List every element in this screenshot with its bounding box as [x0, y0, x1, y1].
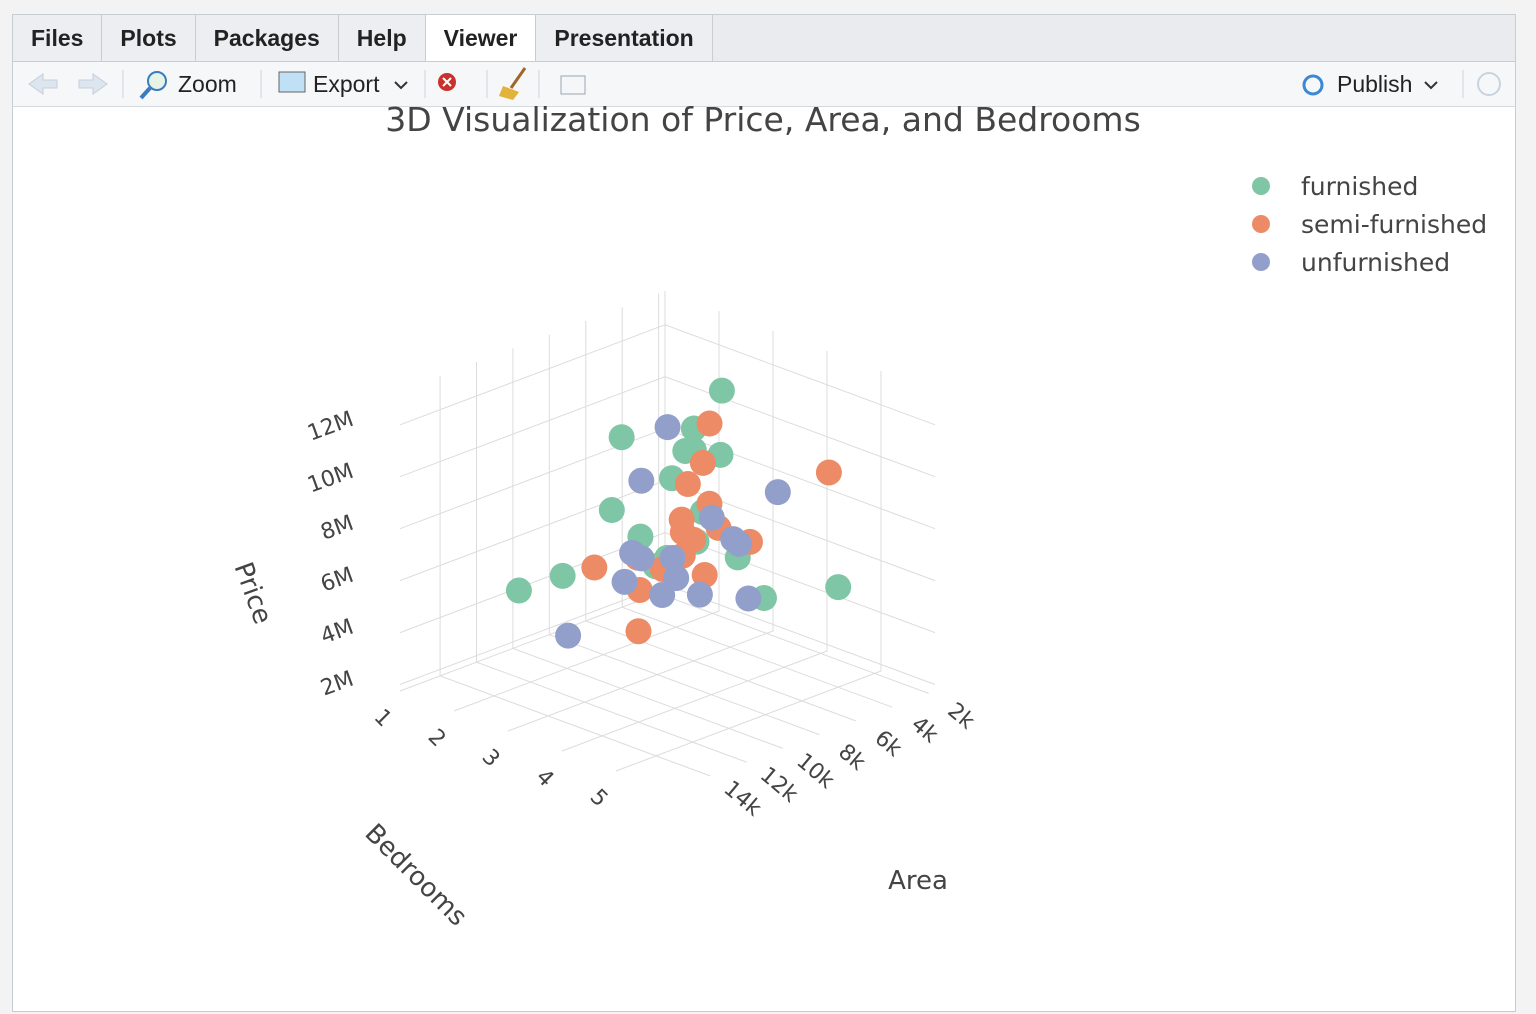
tab[interactable]: Presentation — [536, 15, 713, 61]
grid-line — [507, 331, 774, 732]
grid-line — [585, 320, 856, 722]
z-tick-label: 10M — [304, 459, 357, 499]
point — [686, 581, 713, 608]
point — [698, 504, 725, 531]
toolbar: Zoom Export Publish — [13, 62, 1515, 107]
legend-marker — [1252, 253, 1270, 271]
point — [825, 574, 852, 601]
point — [555, 622, 582, 649]
point — [581, 554, 608, 581]
legend-marker — [1252, 215, 1270, 233]
grid-line — [399, 324, 936, 426]
y-tick-label: 2 — [423, 725, 451, 753]
grid-line — [561, 351, 828, 752]
x-tick-label: 8k — [833, 739, 870, 776]
publish-icon[interactable] — [1302, 74, 1324, 96]
point — [725, 530, 752, 557]
grid-line — [439, 375, 711, 777]
point — [549, 562, 576, 589]
publish-button[interactable]: Publish — [1337, 71, 1413, 97]
point — [663, 565, 690, 592]
zoom-button[interactable]: Zoom — [178, 71, 237, 97]
point — [764, 479, 791, 506]
tab[interactable]: Files — [13, 15, 103, 61]
z-tick-label: 12M — [304, 407, 357, 447]
z-tick-label: 6M — [318, 563, 358, 598]
publish-caret[interactable] — [1424, 81, 1438, 90]
zoom-icon-handle — [139, 86, 152, 100]
y-tick-label: 5 — [585, 785, 613, 813]
zoom-icon[interactable] — [147, 71, 167, 91]
point — [628, 467, 655, 494]
point — [608, 424, 635, 451]
y-tick-label: 4 — [531, 765, 559, 793]
point — [669, 519, 696, 546]
grid-line — [621, 307, 893, 708]
point — [696, 410, 723, 437]
point — [654, 414, 681, 441]
point — [625, 618, 652, 645]
export-button[interactable]: Export — [313, 71, 380, 97]
legend-label: semi-furnished — [1301, 210, 1487, 239]
point — [598, 497, 625, 524]
y-axis-title: Bedrooms — [359, 818, 473, 932]
z-tick-label: 8M — [318, 511, 358, 546]
point — [659, 544, 686, 571]
export-caret[interactable] — [394, 81, 408, 90]
popout-icon[interactable] — [560, 75, 586, 95]
point — [611, 568, 638, 595]
y-tick-label: 1 — [369, 705, 397, 733]
tab[interactable]: Help — [338, 15, 426, 61]
x-tick-label: 2k — [943, 698, 980, 735]
x-tick-label: 4k — [906, 712, 943, 749]
chart: 3D Visualization of Price, Area, and Bed… — [228, 106, 1488, 932]
refresh-icon[interactable] — [1477, 72, 1501, 96]
point — [735, 585, 762, 612]
point — [619, 539, 646, 566]
clear-icon-x — [442, 77, 452, 87]
export-icon[interactable] — [278, 71, 306, 93]
grid-line — [615, 371, 882, 772]
viewer-pane: Files Plots Packages Help Viewer Presentation… — [12, 14, 1516, 1012]
legend-label: furnished — [1301, 172, 1418, 201]
broom-head — [499, 86, 519, 100]
back-icon[interactable] — [28, 73, 58, 95]
legend-label: unfurnished — [1301, 248, 1450, 277]
tab[interactable]: Packages — [195, 15, 339, 61]
point — [674, 471, 701, 498]
broom-icon[interactable] — [509, 67, 527, 89]
grid-line — [453, 311, 720, 712]
forward-icon[interactable] — [78, 73, 108, 95]
point — [505, 577, 532, 604]
z-axis-title: Price — [228, 558, 278, 628]
x-axis-title: Area — [888, 866, 948, 896]
toolbar-icons — [28, 67, 1501, 100]
chart-title: 3D Visualization of Price, Area, and Bed… — [385, 106, 1141, 139]
tab[interactable]: Plots — [102, 15, 196, 61]
grid-line — [476, 362, 747, 763]
x-tick-label: 6k — [870, 726, 907, 763]
point — [691, 561, 718, 588]
grid-line — [548, 334, 820, 736]
grid-line — [512, 348, 784, 749]
z-tick-label: 2M — [318, 667, 358, 702]
point — [815, 459, 842, 486]
tab-bar: Files Plots Packages Help Viewer Presentation — [13, 15, 1515, 62]
plot-area: 3D Visualization of Price, Area, and Bed… — [228, 106, 1488, 932]
point — [708, 377, 735, 404]
legend-marker — [1252, 177, 1270, 195]
y-tick-label: 3 — [477, 745, 505, 773]
z-tick-label: 4M — [318, 615, 358, 650]
point — [689, 449, 716, 476]
tab[interactable]: Viewer — [425, 15, 537, 61]
